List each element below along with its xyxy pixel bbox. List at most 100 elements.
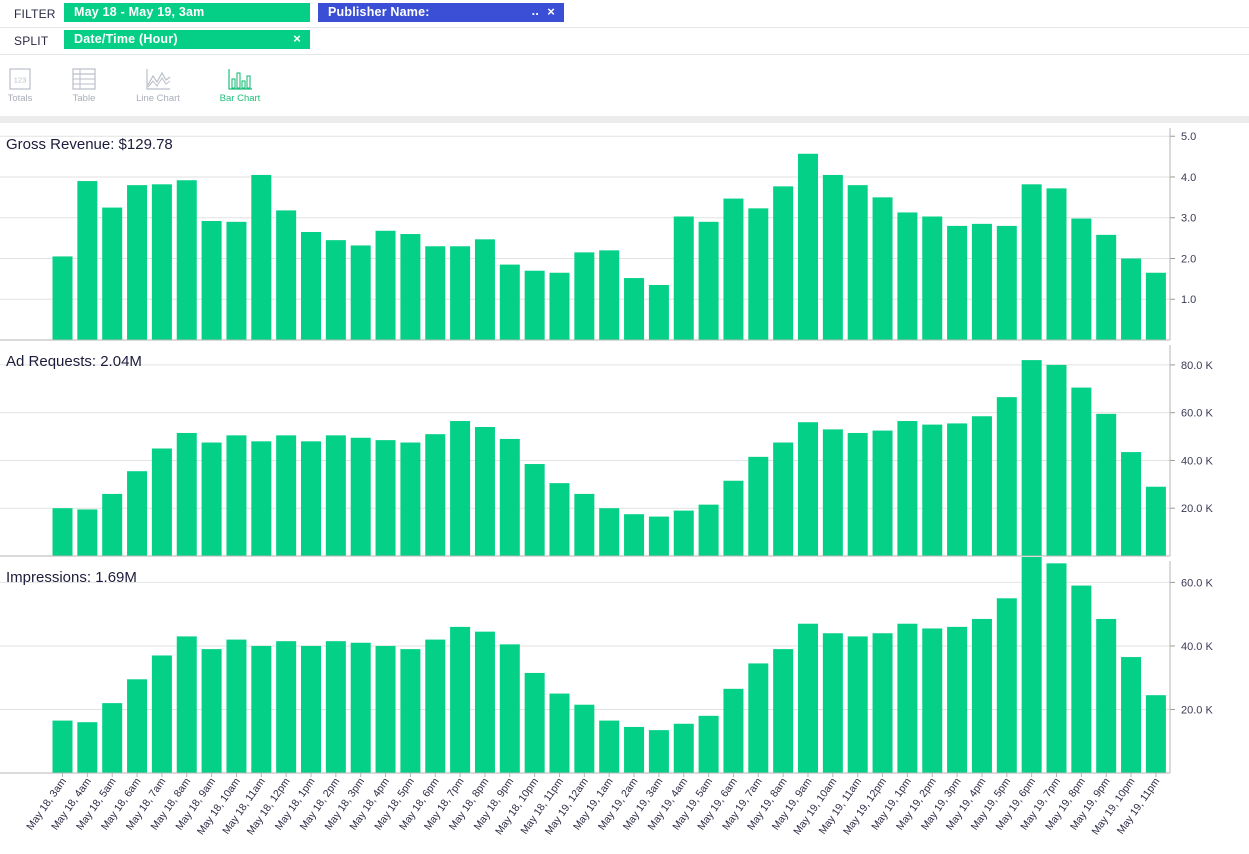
bar (971, 416, 992, 556)
bar (971, 618, 992, 773)
bar (151, 184, 172, 340)
bar (127, 471, 148, 556)
bar (52, 508, 73, 556)
bar (624, 514, 645, 556)
bar (524, 672, 545, 773)
bar (922, 424, 943, 556)
bar (474, 631, 495, 773)
bar (897, 212, 918, 340)
bar (1071, 585, 1092, 773)
section-divider (0, 116, 1249, 123)
bar (773, 186, 794, 340)
bar (1096, 618, 1117, 773)
y-tick-label: 20.0 K (1181, 503, 1213, 515)
bar (226, 435, 247, 556)
bar (102, 703, 123, 773)
chart-title: Impressions: 1.69M (6, 569, 137, 586)
bar (276, 641, 297, 773)
bar (52, 256, 73, 340)
bar (574, 493, 595, 556)
publisher-filter-text: Publisher Name: (328, 5, 430, 19)
publisher-filter-pill[interactable]: Publisher Name: .. × (318, 3, 564, 22)
bar (897, 623, 918, 773)
bar (425, 639, 446, 773)
bar (723, 688, 744, 773)
bar (176, 432, 197, 556)
bar (176, 180, 197, 340)
bar (971, 223, 992, 340)
bar (872, 197, 893, 340)
chart-title: Gross Revenue: $129.78 (6, 136, 173, 153)
bar (773, 442, 794, 556)
bar (127, 679, 148, 773)
viz-line-chart[interactable]: Line Chart (126, 60, 190, 110)
bar (276, 435, 297, 556)
bar (251, 645, 272, 773)
table-icon (72, 68, 96, 90)
bar (524, 270, 545, 340)
filter-label: FILTER (14, 7, 56, 21)
bar-chart-icon (228, 69, 252, 90)
svg-text:123: 123 (14, 76, 27, 85)
split-row: SPLIT Date/Time (Hour) × (0, 27, 1249, 55)
bar (226, 221, 247, 340)
bar (1145, 486, 1166, 556)
bar (773, 649, 794, 773)
line-chart-icon (146, 69, 171, 90)
viz-totals[interactable]: 123 Totals (0, 60, 52, 110)
bar (425, 434, 446, 556)
bar (624, 726, 645, 773)
bar (897, 421, 918, 556)
y-tick-label: 1.0 (1181, 294, 1196, 306)
bar (1021, 557, 1042, 773)
bar (176, 636, 197, 773)
y-tick-label: 3.0 (1181, 213, 1196, 225)
bar (922, 628, 943, 773)
y-tick-label: 20.0 K (1181, 704, 1213, 716)
bar (301, 645, 321, 773)
bar (1096, 234, 1117, 340)
bar (1021, 184, 1042, 340)
split-pill-text: Date/Time (Hour) (74, 32, 178, 46)
viz-line-chart-label: Line Chart (136, 93, 180, 104)
bar (574, 704, 595, 773)
chart-panel-3: 20.0 K 40.0 K 60.0 K Impressions: 1.69M (0, 557, 1213, 774)
date-filter-pill[interactable]: May 18 - May 19, 3am (64, 3, 310, 22)
y-tick-label: 4.0 (1181, 172, 1196, 184)
bar (251, 174, 272, 340)
bar (1121, 452, 1142, 556)
bar (798, 153, 818, 340)
viz-table-label: Table (72, 93, 96, 104)
bar (947, 423, 968, 556)
bar (474, 239, 495, 340)
bar (350, 642, 371, 773)
bar (400, 442, 421, 556)
filter-row: FILTER May 18 - May 19, 3am Publisher Na… (0, 0, 1249, 28)
chart-title: Ad Requests: 2.04M (6, 353, 142, 370)
split-close-icon[interactable]: × (293, 31, 301, 46)
bar (301, 441, 321, 556)
bar (226, 639, 247, 773)
bar (325, 641, 346, 773)
viz-table[interactable]: Table (52, 60, 116, 110)
bar (922, 216, 943, 340)
bar (400, 649, 421, 773)
bar (102, 493, 123, 556)
bar (599, 508, 620, 556)
bar (847, 636, 868, 773)
bar (947, 626, 968, 773)
split-pill[interactable]: Date/Time (Hour) × (64, 30, 310, 49)
bar (350, 245, 371, 340)
totals-icon: 123 (9, 68, 31, 90)
viz-bar-chart[interactable]: Bar Chart (208, 60, 272, 110)
bar (301, 232, 321, 340)
bar (549, 272, 570, 340)
bar (251, 441, 272, 556)
bar (798, 422, 818, 556)
bar (450, 421, 471, 556)
bar (1021, 360, 1042, 556)
bar (872, 430, 893, 556)
date-filter-text: May 18 - May 19, 3am (74, 5, 205, 19)
publisher-filter-close-icon[interactable]: × (547, 4, 555, 19)
bar (375, 230, 396, 340)
